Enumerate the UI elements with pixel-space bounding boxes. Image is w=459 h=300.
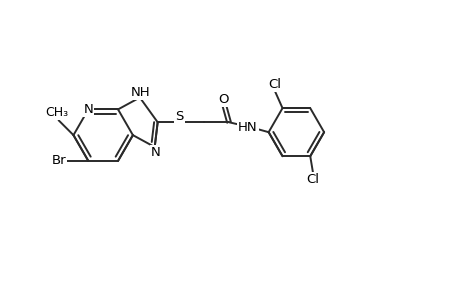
Text: Cl: Cl [268,78,280,91]
Text: N: N [151,146,160,160]
Text: N: N [83,103,93,116]
Text: NH: NH [131,86,150,99]
Text: Cl: Cl [306,173,319,187]
Text: Br: Br [51,154,66,167]
Text: CH₃: CH₃ [45,106,68,119]
Text: HN: HN [237,121,257,134]
Text: S: S [175,110,183,123]
Text: O: O [218,93,228,106]
